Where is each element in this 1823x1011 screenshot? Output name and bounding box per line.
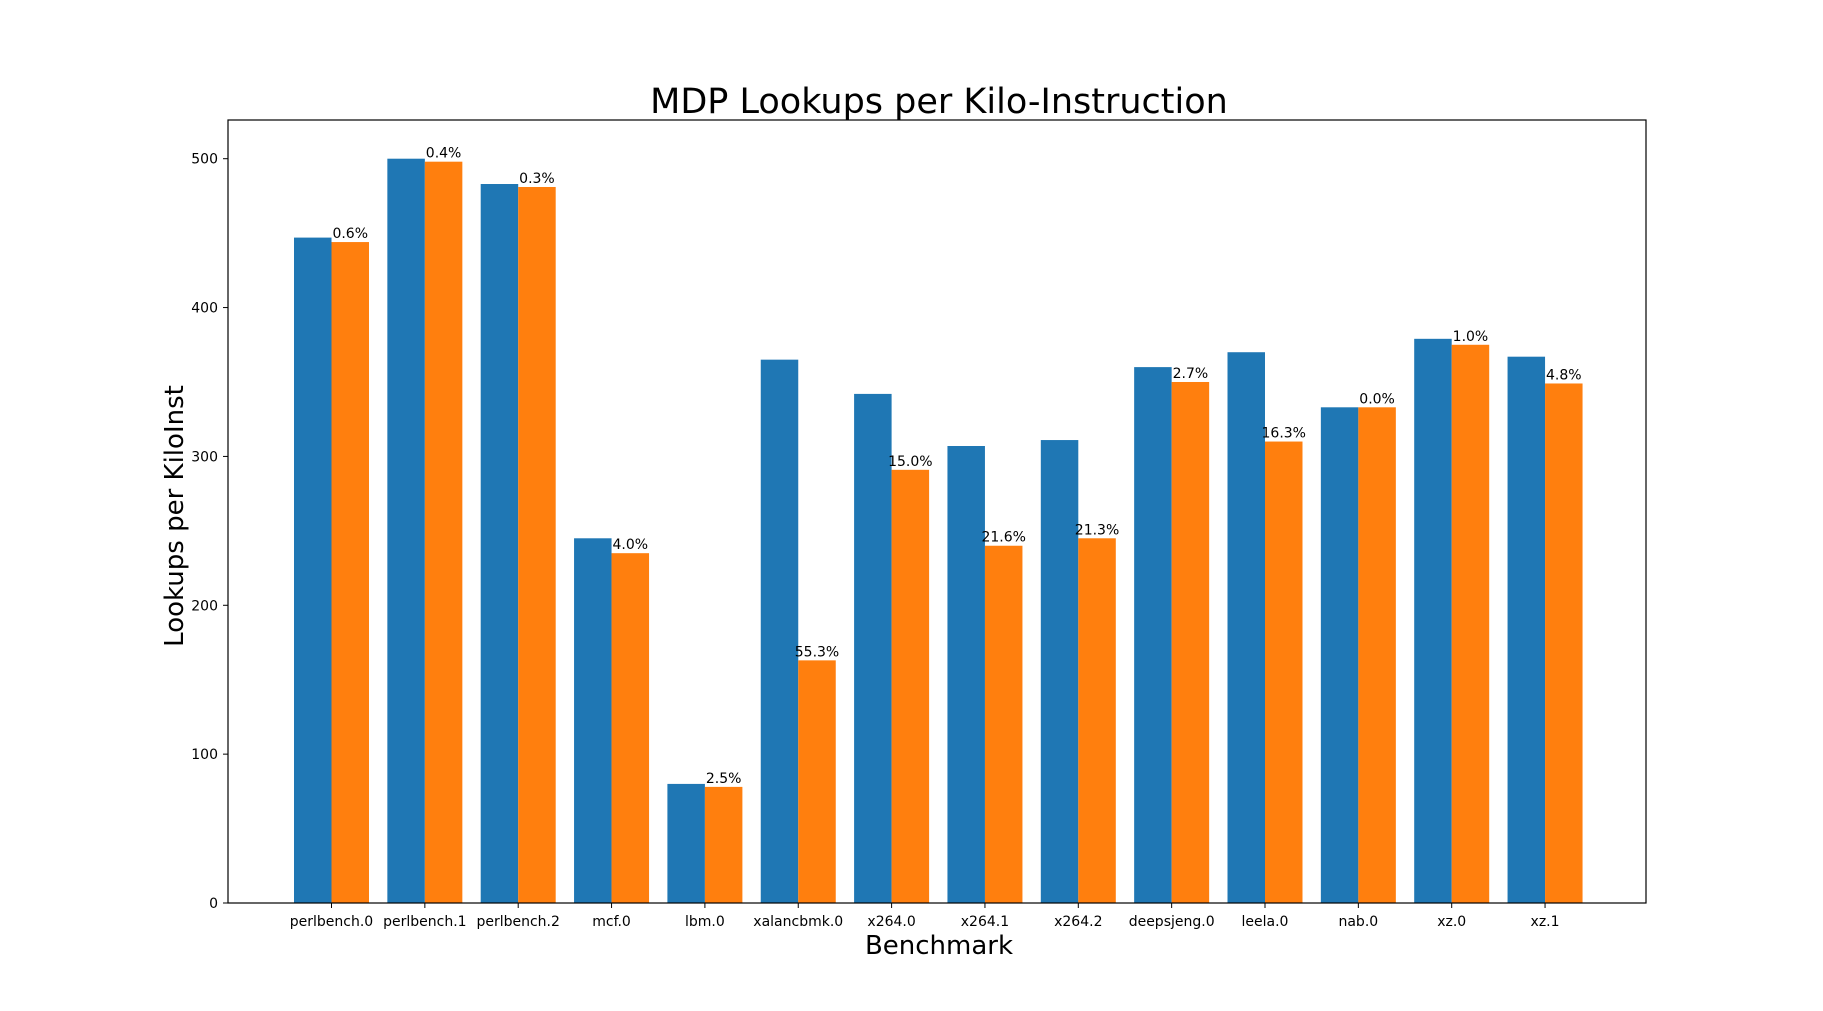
bar-series-2 (1545, 383, 1583, 904)
bar-annotation: 16.3% (1262, 426, 1306, 442)
bar-annotation: 0.0% (1359, 391, 1395, 407)
x-tick-label: deepsjeng.0 (1129, 914, 1215, 930)
bar-annotation: 4.8% (1546, 367, 1582, 383)
bar-annotation: 21.6% (981, 530, 1025, 546)
bar-series-1 (294, 237, 332, 904)
y-tick-label: 300 (191, 449, 218, 465)
bar-series-2 (1265, 441, 1303, 903)
bar-series-2 (611, 553, 650, 903)
y-tick-label: 100 (191, 747, 218, 763)
bar-series-2 (1078, 538, 1116, 903)
plot-frame (227, 119, 1647, 904)
bar-series-1 (1040, 440, 1079, 903)
x-tick-label: mcf.0 (592, 914, 631, 930)
x-tick-label: x264.1 (961, 914, 1009, 930)
bar-series-1 (1507, 356, 1546, 903)
x-axis-title: Benchmark (865, 931, 1013, 961)
x-tick-label: perlbench.1 (383, 914, 466, 930)
bar-series-1 (760, 359, 799, 903)
x-tick-label: nab.0 (1338, 914, 1378, 930)
bar-series-2 (984, 545, 1023, 903)
x-tick-label: perlbench.0 (290, 914, 373, 930)
bar-series-2 (518, 186, 556, 904)
bar-series-2 (704, 786, 743, 903)
bar-annotation: 21.3% (1075, 522, 1119, 538)
y-tick-label: 0 (209, 896, 218, 912)
bar-series-1 (1320, 407, 1359, 903)
bar-series-1 (1227, 352, 1265, 904)
bar-series-2 (424, 161, 463, 903)
bar-series-2 (1358, 407, 1396, 903)
x-tick-label: xz.0 (1437, 914, 1466, 930)
bars-layer (294, 158, 1583, 904)
bar-annotation: 2.7% (1173, 366, 1209, 382)
chart-title: MDP Lookups per Kilo-Instruction (650, 82, 1228, 122)
y-axis: 0 100 200 300 400 500 (191, 152, 228, 912)
y-tick-label: 200 (191, 598, 218, 614)
bar-series-1 (480, 184, 519, 903)
x-axis: perlbench.0 perlbench.1 perlbench.2 mcf.0 lb… (290, 903, 1560, 930)
y-tick-label: 500 (191, 152, 218, 168)
bar-annotation: 0.3% (519, 171, 555, 187)
x-tick-label: perlbench.2 (476, 914, 559, 930)
y-axis-title: Lookups per KiloInst (160, 385, 190, 647)
bar-series-1 (387, 158, 425, 903)
bar-series-1 (1414, 338, 1452, 903)
bar-series-1 (574, 538, 612, 903)
bar-series-2 (1171, 381, 1210, 903)
bar-series-1 (667, 783, 705, 903)
x-tick-label: xz.1 (1531, 914, 1560, 930)
bar-annotation: 4.0% (613, 537, 649, 553)
annotations-layer: 0.6% 0.4% 0.3% 4.0% 2.5% 55.3% 15.0% 21.6% 21.3%… (332, 146, 1581, 787)
x-tick-label: lbm.0 (685, 914, 725, 930)
x-tick-label: xalancbmk.0 (753, 914, 843, 930)
bar-series-2 (891, 469, 930, 903)
bar-series-1 (947, 446, 985, 903)
bar-series-1 (854, 393, 892, 903)
bar-annotation: 55.3% (795, 644, 839, 660)
x-tick-label: x264.2 (1054, 914, 1102, 930)
bar-annotation: 0.4% (426, 146, 462, 162)
bar-annotation: 0.6% (332, 226, 368, 242)
x-tick-label: leela.0 (1242, 914, 1289, 930)
x-tick-label: x264.0 (867, 914, 915, 930)
bar-series-1 (1134, 367, 1172, 903)
y-tick-label: 400 (191, 301, 218, 317)
bar-series-2 (798, 660, 836, 903)
bar-annotation: 2.5% (706, 771, 742, 787)
bar-annotation: 15.0% (888, 454, 932, 470)
bar-series-2 (1451, 344, 1490, 903)
bar-annotation: 1.0% (1453, 329, 1489, 345)
bar-series-2 (331, 242, 369, 903)
